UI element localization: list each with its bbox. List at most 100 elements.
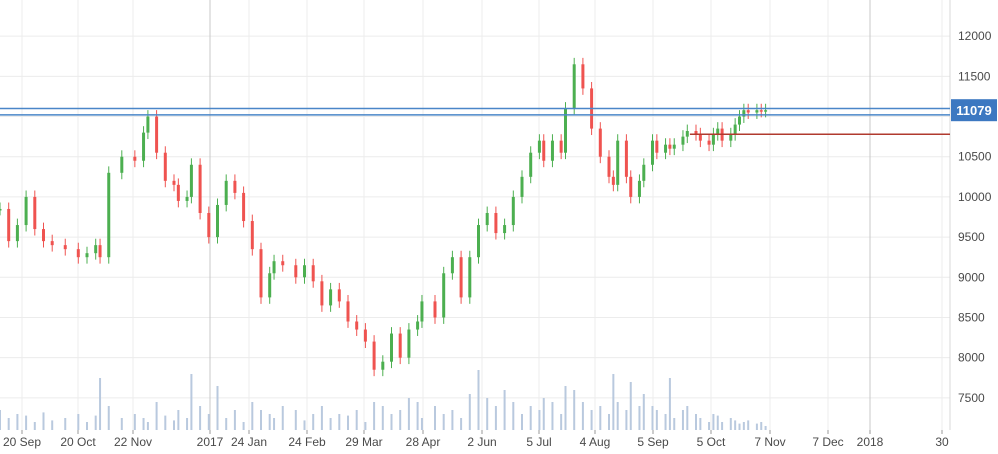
candle-body xyxy=(355,321,359,330)
volume-bar xyxy=(407,398,410,430)
candle-body xyxy=(381,361,385,370)
volume-bar xyxy=(729,418,732,430)
candlesticks xyxy=(0,57,768,377)
volume-bar xyxy=(755,423,758,430)
candle-body xyxy=(485,212,489,226)
volume-bar xyxy=(742,422,745,430)
volume-bar xyxy=(655,410,658,430)
y-tick-label: 10000 xyxy=(958,190,992,204)
volume-bar xyxy=(764,426,767,430)
candle-body xyxy=(416,321,420,330)
volume-bar xyxy=(33,422,36,430)
volume-bar xyxy=(451,410,454,430)
x-tick-label: 4 Aug xyxy=(580,435,611,449)
volume-bar xyxy=(207,414,210,430)
candle-body xyxy=(433,301,437,318)
candle-body xyxy=(694,131,698,135)
candle-body xyxy=(76,249,80,258)
candle-body xyxy=(120,156,124,173)
candle-body xyxy=(624,140,628,177)
volume-bar xyxy=(651,406,654,430)
horizontal-levels xyxy=(0,107,950,135)
volume-bar xyxy=(373,402,376,430)
volume-bar xyxy=(721,422,724,430)
volume-bar xyxy=(133,414,136,430)
x-tick-label: 20 Sep xyxy=(3,435,41,449)
candle-body xyxy=(759,110,763,112)
volume-bar xyxy=(599,406,602,430)
volume-bar xyxy=(173,420,175,430)
volume-bar xyxy=(716,415,719,430)
x-tick-label: 2018 xyxy=(857,435,884,449)
y-tick-label: 9000 xyxy=(958,270,985,284)
candle-body xyxy=(664,144,668,153)
candle-body xyxy=(272,261,276,274)
candle-body xyxy=(442,273,446,318)
price-tag-label: 11079 xyxy=(956,103,991,118)
candle-body xyxy=(372,341,376,370)
x-tick-label: 29 Mar xyxy=(345,435,382,449)
volume-bar xyxy=(268,414,271,430)
candle-body xyxy=(746,110,750,113)
volume-bar xyxy=(538,410,541,430)
candle-body xyxy=(716,128,720,135)
candle-body xyxy=(224,180,228,205)
candle-body xyxy=(685,131,689,137)
volume-bar xyxy=(760,422,763,430)
volume-bar xyxy=(164,415,167,430)
volume-bar xyxy=(86,422,88,430)
volume-bar xyxy=(712,414,715,430)
candle-body xyxy=(681,136,685,145)
candle-body xyxy=(85,253,89,258)
volume-bar xyxy=(668,378,671,430)
candle-body xyxy=(698,134,702,141)
candle-body xyxy=(651,140,654,165)
candle-body xyxy=(581,64,585,89)
volume-bar xyxy=(494,406,497,430)
candle-body xyxy=(529,152,533,177)
candle-body xyxy=(329,289,333,306)
volume-bar xyxy=(233,410,236,430)
volume-bar xyxy=(199,406,202,430)
candle-body xyxy=(259,249,263,298)
volume-bar xyxy=(416,402,419,430)
x-tick-label: 22 Nov xyxy=(114,435,152,449)
candle-body xyxy=(668,144,672,149)
volume-bar xyxy=(329,418,332,430)
volume-bar xyxy=(120,418,123,430)
x-tick-label: 7 Dec xyxy=(812,435,843,449)
volume-bar xyxy=(551,402,554,430)
volume-bar xyxy=(420,418,423,430)
x-tick-label: 5 Sep xyxy=(637,435,669,449)
volume-bar xyxy=(695,414,697,430)
volume-bar xyxy=(281,406,284,430)
volume-bar xyxy=(477,370,480,430)
x-tick-label: 28 Apr xyxy=(406,435,441,449)
volume-bar xyxy=(460,418,463,430)
candle-body xyxy=(198,164,202,213)
volume-bar xyxy=(320,406,323,430)
volume-bar xyxy=(347,415,349,430)
candle-body xyxy=(242,192,246,222)
volume-bar xyxy=(560,414,563,430)
price-tag-box xyxy=(951,99,997,122)
candle-body xyxy=(520,176,524,197)
candle-body xyxy=(733,124,737,135)
volume-bar xyxy=(608,414,610,430)
volume-bar xyxy=(642,394,645,430)
volume-bar xyxy=(273,418,276,430)
candle-body xyxy=(63,245,67,250)
candle-body xyxy=(707,140,711,145)
x-tick-label: 5 Oct xyxy=(697,435,726,449)
candle-body xyxy=(564,108,567,153)
candle-body xyxy=(459,257,463,298)
candle-body xyxy=(637,180,641,197)
candle-body xyxy=(642,164,646,181)
volume-bar xyxy=(512,402,515,430)
candle-body xyxy=(207,212,211,238)
candle-body xyxy=(542,140,546,161)
y-tick-label: 10500 xyxy=(958,150,992,164)
grid-lines xyxy=(0,0,951,430)
volume-bar xyxy=(734,420,737,430)
